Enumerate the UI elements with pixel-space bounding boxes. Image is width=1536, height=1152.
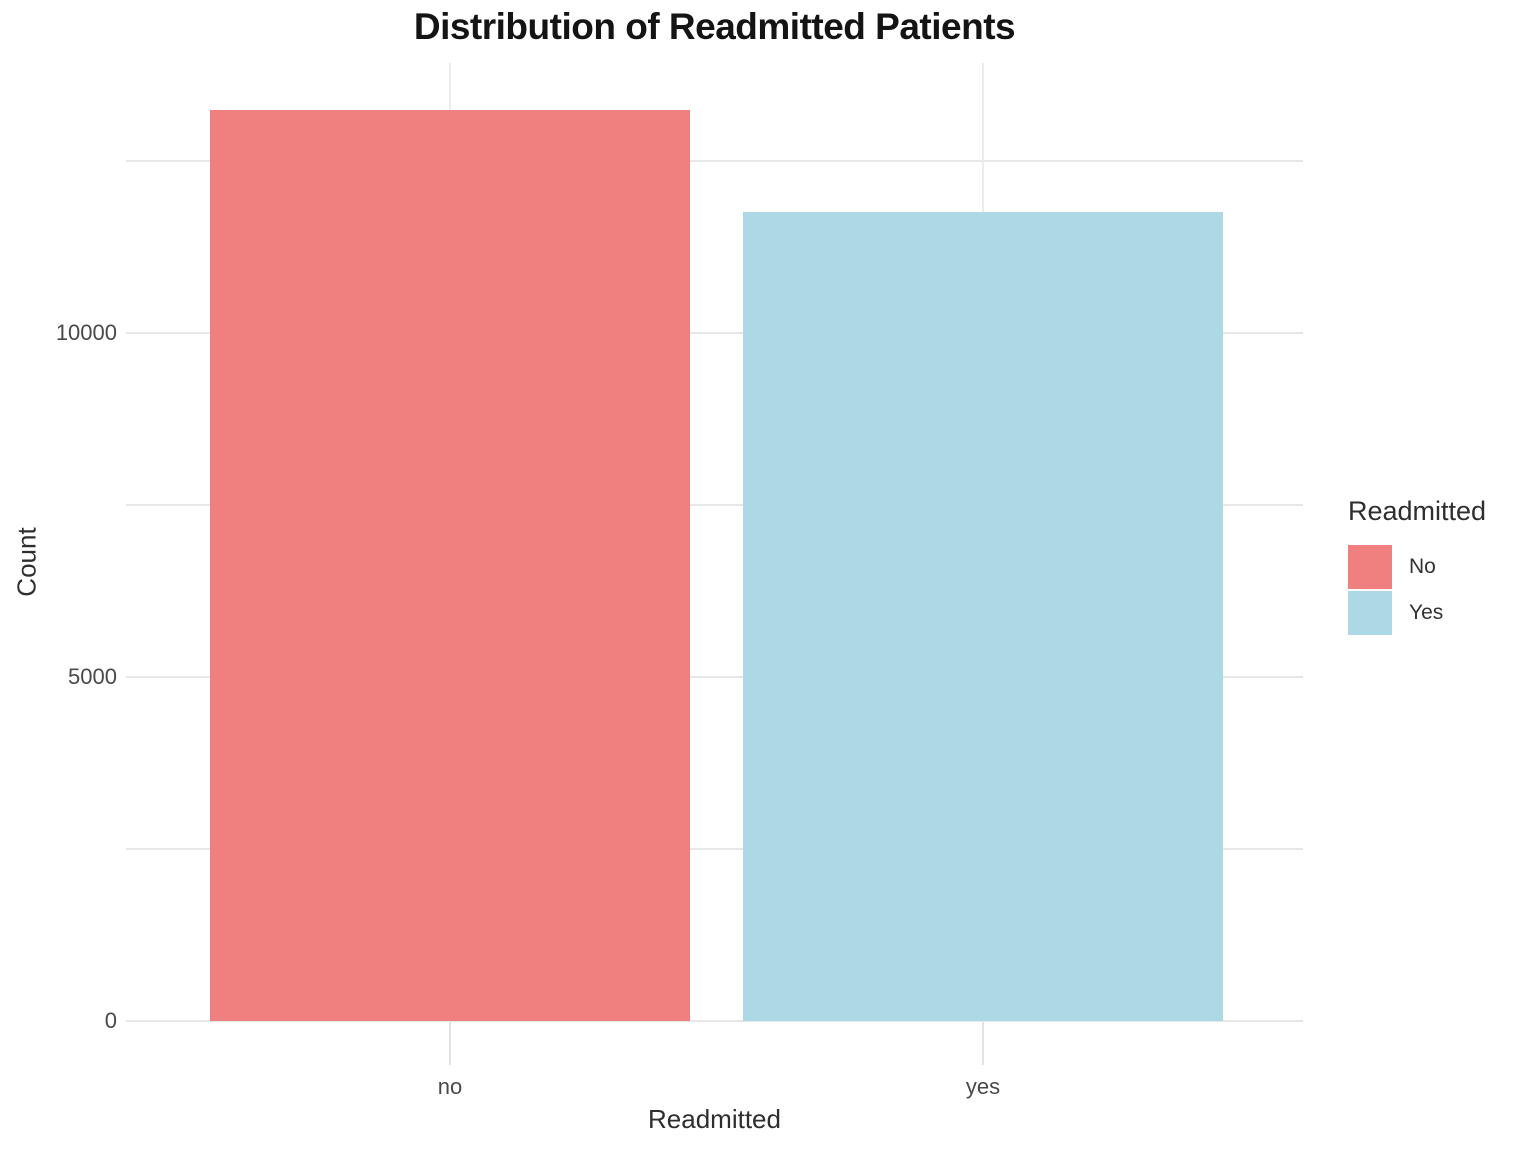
legend-swatch-yes bbox=[1348, 591, 1392, 635]
x-tick-label: no bbox=[437, 1074, 463, 1099]
x-tick-label: yes bbox=[965, 1074, 1001, 1099]
legend-item: No bbox=[1348, 545, 1486, 589]
legend-label: No bbox=[1409, 555, 1436, 578]
x-axis-title: Readmitted bbox=[648, 1104, 781, 1134]
gridline-horizontal bbox=[126, 676, 1303, 678]
legend-item: Yes bbox=[1348, 591, 1486, 635]
x-tick-mark bbox=[449, 1022, 451, 1065]
gridline-horizontal bbox=[126, 848, 1303, 850]
gridline-horizontal bbox=[126, 160, 1303, 162]
y-tick-label: 5000 bbox=[68, 664, 117, 689]
gridline-horizontal bbox=[126, 332, 1303, 334]
bar-no bbox=[210, 110, 690, 1021]
y-tick-label: 10000 bbox=[55, 320, 117, 345]
legend-title: Readmitted bbox=[1348, 496, 1487, 526]
gridline-horizontal bbox=[126, 1020, 1303, 1022]
legend: Readmitted No Yes bbox=[1348, 496, 1486, 637]
chart-title: Distribution of Readmitted Patients bbox=[413, 6, 1016, 47]
bar-yes bbox=[743, 211, 1223, 1021]
y-axis-title: Count bbox=[11, 527, 42, 597]
y-tick-label: 0 bbox=[104, 1008, 117, 1033]
legend-swatch-no bbox=[1348, 545, 1392, 589]
legend-label: Yes bbox=[1409, 601, 1444, 624]
gridline-horizontal bbox=[126, 504, 1303, 506]
x-tick-mark bbox=[982, 1022, 984, 1065]
